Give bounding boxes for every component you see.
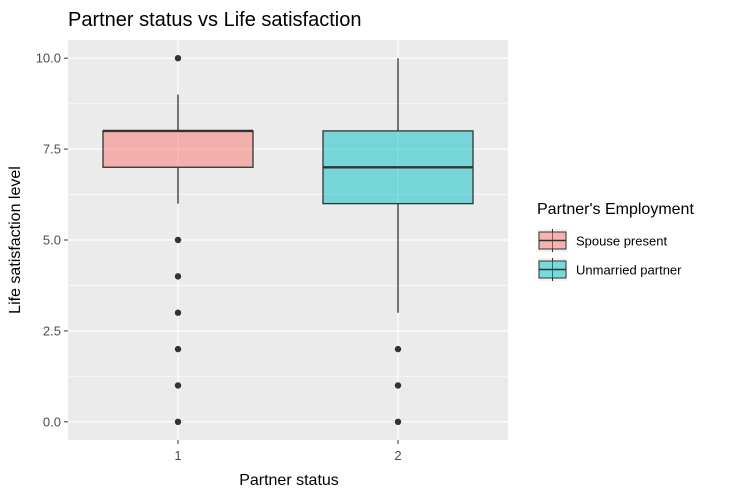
y-tick-label: 0.0 [43,414,61,429]
outlier-point [394,418,402,426]
box-group-1 [102,54,254,426]
outlier-point [394,382,402,389]
legend-title: Partner's Employment [537,201,694,218]
x-tick-label: 2 [394,448,401,463]
outlier-point [394,345,402,353]
box-layer [102,54,474,426]
x-tick-label: 1 [174,448,181,463]
y-axis: 0.0 2.5 5.0 7.5 10.0 [36,51,68,429]
y-tick-label: 2.5 [43,323,61,338]
outlier-point [174,382,182,389]
box-group-2 [322,58,474,426]
legend: Partner's Employment Spouse present Unmar… [537,201,694,281]
outlier-point [174,418,182,426]
chart-title: Partner status vs Life satisfaction [68,9,361,31]
y-tick-label: 7.5 [43,142,61,157]
box [102,130,254,168]
x-axis-title: Partner status [239,472,339,489]
outlier-point [174,309,182,316]
outlier-point [174,236,182,244]
legend-label: Unmarried partner [576,263,682,278]
y-tick-label: 10.0 [36,51,61,66]
y-tick-label: 5.0 [43,233,61,248]
outlier-point [174,54,182,62]
outlier-point [174,345,182,353]
outlier-point [174,273,182,280]
y-axis-title: Life satisfaction level [7,166,24,314]
legend-label: Spouse present [576,234,667,249]
